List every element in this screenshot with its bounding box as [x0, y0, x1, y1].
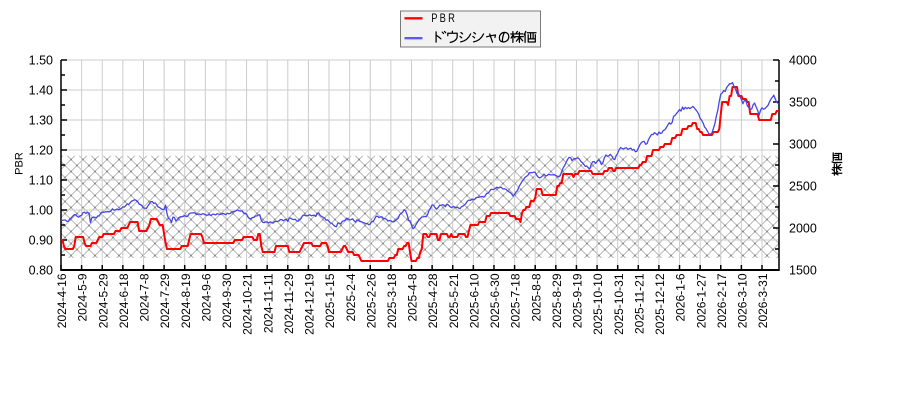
svg-text:2000: 2000 — [789, 221, 817, 235]
svg-text:2025-3-18: 2025-3-18 — [385, 273, 399, 328]
svg-text:2025-6-10: 2025-6-10 — [467, 273, 481, 328]
svg-text:2024-6-18: 2024-6-18 — [117, 273, 131, 328]
svg-text:2024-12-19: 2024-12-19 — [303, 273, 317, 335]
svg-text:4000: 4000 — [789, 53, 817, 67]
svg-text:2024-5-9: 2024-5-9 — [76, 273, 90, 321]
svg-text:2024-11-29: 2024-11-29 — [282, 273, 296, 334]
svg-text:2026-2-17: 2026-2-17 — [715, 273, 729, 328]
svg-text:2025-1-15: 2025-1-15 — [323, 273, 337, 328]
svg-text:2024-11-11: 2024-11-11 — [261, 273, 275, 333]
svg-text:2026-1-27: 2026-1-27 — [694, 273, 708, 328]
svg-text:2024-9-30: 2024-9-30 — [220, 273, 234, 328]
svg-text:2025-10-10: 2025-10-10 — [591, 273, 605, 335]
svg-text:2025-9-19: 2025-9-19 — [571, 273, 585, 328]
svg-text:2025-5-21: 2025-5-21 — [447, 273, 461, 328]
svg-text:2024-5-29: 2024-5-29 — [96, 273, 110, 328]
svg-text:2025-10-31: 2025-10-31 — [612, 273, 626, 335]
svg-text:2025-4-28: 2025-4-28 — [426, 273, 440, 328]
svg-text:1500: 1500 — [789, 263, 817, 277]
svg-text:1.00: 1.00 — [29, 203, 53, 217]
svg-text:2024-8-19: 2024-8-19 — [179, 273, 193, 328]
svg-text:1.30: 1.30 — [29, 113, 53, 127]
svg-text:0.80: 0.80 — [29, 263, 53, 277]
svg-text:1.40: 1.40 — [29, 83, 53, 97]
svg-text:3500: 3500 — [789, 95, 817, 109]
svg-text:PBR: PBR — [431, 12, 457, 25]
svg-text:2025-2-4: 2025-2-4 — [344, 273, 358, 321]
svg-text:1.50: 1.50 — [29, 53, 53, 67]
svg-text:2025-11-21: 2025-11-21 — [632, 273, 646, 334]
svg-text:2025-6-30: 2025-6-30 — [488, 273, 502, 328]
svg-text:2025-4-8: 2025-4-8 — [406, 273, 420, 321]
svg-text:0.90: 0.90 — [29, 233, 53, 247]
svg-text:2024-7-29: 2024-7-29 — [158, 273, 172, 328]
svg-text:2026-1-6: 2026-1-6 — [674, 273, 688, 321]
svg-text:PBR: PBR — [14, 152, 26, 175]
svg-text:1.20: 1.20 — [29, 143, 53, 157]
svg-text:1.10: 1.10 — [29, 173, 53, 187]
svg-text:2500: 2500 — [789, 179, 817, 193]
svg-text:2024-10-21: 2024-10-21 — [241, 273, 255, 335]
svg-text:2025-7-18: 2025-7-18 — [509, 273, 523, 328]
svg-text:2024-7-8: 2024-7-8 — [138, 273, 152, 321]
svg-text:2025-12-12: 2025-12-12 — [653, 273, 667, 335]
svg-text:2024-9-6: 2024-9-6 — [199, 273, 213, 321]
svg-text:2025-2-26: 2025-2-26 — [364, 273, 378, 328]
svg-text:2025-8-29: 2025-8-29 — [550, 273, 564, 328]
svg-text:2024-4-16: 2024-4-16 — [55, 273, 69, 328]
svg-text:2025-8-8: 2025-8-8 — [529, 273, 543, 321]
svg-text:2026-3-31: 2026-3-31 — [756, 273, 770, 328]
svg-text:2026-3-10: 2026-3-10 — [735, 273, 749, 328]
svg-text:3000: 3000 — [789, 137, 817, 151]
